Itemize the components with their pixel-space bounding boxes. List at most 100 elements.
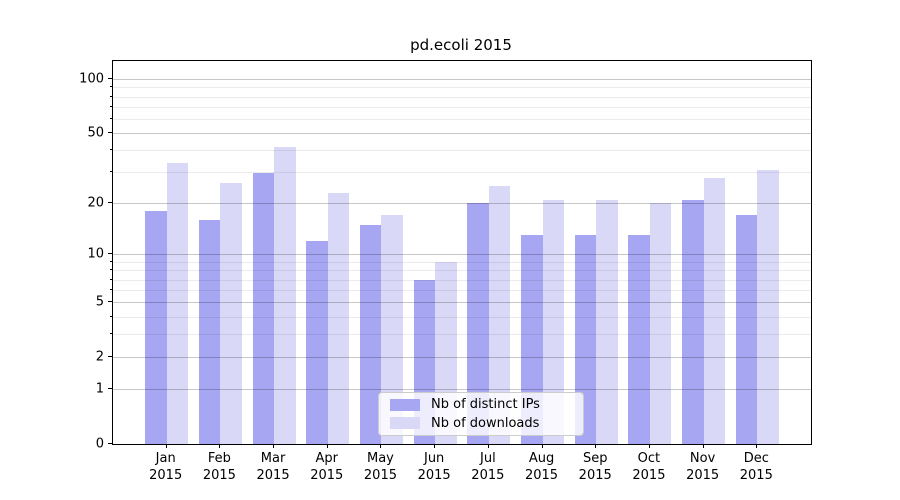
y-minor-tick-40: [110, 149, 112, 151]
x-tick-label-feb: Feb 2015: [202, 451, 236, 483]
gridline-minor-9: [113, 261, 811, 263]
x-tick-label-oct: Oct 2015: [632, 451, 666, 483]
y-minor-tick-9: [110, 260, 112, 262]
gridline-major-10: [113, 254, 811, 256]
gridline-major-2: [113, 357, 811, 359]
x-tick-jul: [487, 444, 489, 448]
x-tick-jun: [434, 444, 436, 448]
bar-downloads-jul: [488, 186, 511, 444]
y-tick-label-0: 0: [95, 436, 104, 451]
legend-item-distinct-ips: Nb of distinct IPs: [379, 397, 583, 412]
x-tick-label-nov: Nov 2015: [686, 451, 720, 483]
x-tick-label-mar: Mar 2015: [256, 451, 290, 483]
x-tick-mar: [273, 444, 275, 448]
x-tick-jan: [165, 444, 167, 448]
gridline-minor-30: [113, 172, 811, 174]
bar-distinct-ips-dec: [735, 215, 758, 444]
gridline-minor-6: [113, 290, 811, 292]
gridline-minor-60: [113, 118, 811, 120]
y-tick-label-50: 50: [87, 125, 104, 141]
gridline-minor-8: [113, 270, 811, 272]
gridline-minor-40: [113, 150, 811, 152]
y-tick-20: [108, 202, 112, 204]
bar-distinct-ips-mar: [252, 172, 275, 444]
y-tick-0: [108, 443, 112, 444]
bar-downloads-sep: [596, 199, 618, 444]
x-tick-label-jun: Jun 2015: [417, 451, 451, 483]
y-minor-tick-80: [110, 95, 112, 97]
legend: Nb of distinct IPs Nb of downloads: [378, 392, 584, 436]
bar-downloads-dec: [757, 170, 779, 444]
chart-title: pd.ecoli 2015: [410, 36, 512, 54]
y-minor-tick-6: [110, 289, 112, 291]
y-tick-5: [108, 301, 112, 303]
legend-swatch-distinct-ips: [390, 398, 420, 411]
x-tick-nov: [702, 444, 704, 448]
y-tick-1: [108, 388, 112, 390]
bar-downloads-may: [381, 215, 403, 444]
legend-swatch-downloads: [390, 417, 420, 430]
x-tick-oct: [648, 444, 650, 448]
y-tick-100: [108, 78, 112, 80]
bar-downloads-mar: [274, 146, 296, 444]
y-minor-tick-30: [110, 171, 112, 173]
x-tick-sep: [595, 444, 597, 448]
y-tick-label-10: 10: [87, 246, 104, 262]
x-tick-label-aug: Aug 2015: [524, 451, 559, 483]
legend-label-distinct-ips: Nb of distinct IPs: [431, 397, 540, 413]
y-minor-tick-90: [110, 86, 112, 88]
y-minor-tick-3: [110, 333, 112, 335]
x-tick-label-may: May 2015: [363, 451, 397, 483]
bar-distinct-ips-sep: [574, 235, 597, 444]
gridline-minor-7: [113, 279, 811, 281]
x-tick-feb: [219, 444, 221, 448]
y-minor-tick-7: [110, 278, 112, 280]
y-minor-tick-8: [110, 269, 112, 271]
x-tick-aug: [541, 444, 543, 448]
y-tick-label-100: 100: [79, 71, 104, 87]
y-tick-50: [108, 132, 112, 134]
y-tick-label-2: 2: [95, 349, 104, 365]
y-tick-label-5: 5: [95, 294, 104, 310]
bar-distinct-ips-jul: [467, 203, 489, 444]
x-tick-may: [380, 444, 382, 448]
bar-distinct-ips-jan: [145, 211, 167, 444]
gridline-major-100: [113, 79, 811, 81]
legend-item-downloads: Nb of downloads: [379, 416, 583, 431]
bar-distinct-ips-nov: [682, 199, 704, 444]
bar-downloads-oct: [649, 203, 672, 444]
gridline-minor-4: [113, 316, 811, 318]
gridline-major-50: [113, 133, 811, 135]
y-tick-label-1: 1: [95, 381, 104, 397]
x-tick-label-dec: Dec 2015: [739, 451, 773, 483]
bar-distinct-ips-may: [359, 224, 382, 444]
bar-downloads-feb: [220, 183, 242, 444]
gridline-minor-70: [113, 106, 811, 108]
bar-downloads-apr: [327, 192, 350, 444]
bar-downloads-jan: [166, 162, 189, 444]
bar-downloads-nov: [703, 177, 726, 444]
y-tick-10: [108, 253, 112, 255]
y-minor-tick-4: [110, 315, 112, 317]
y-tick-2: [108, 356, 112, 358]
x-tick-label-apr: Apr 2015: [310, 451, 344, 483]
bar-distinct-ips-aug: [521, 235, 543, 444]
gridline-minor-90: [113, 87, 811, 89]
bar-distinct-ips-apr: [306, 241, 328, 444]
gridline-minor-80: [113, 96, 811, 98]
y-tick-label-20: 20: [87, 195, 104, 211]
gridline-major-1: [113, 389, 811, 391]
plot-area: [112, 60, 812, 445]
x-tick-label-jan: Jan 2015: [149, 451, 183, 483]
x-tick-apr: [326, 444, 328, 448]
bar-distinct-ips-oct: [628, 235, 650, 444]
legend-label-downloads: Nb of downloads: [431, 415, 540, 431]
bar-downloads-aug: [542, 199, 565, 444]
x-tick-dec: [756, 444, 758, 448]
y-minor-tick-60: [110, 117, 112, 119]
x-tick-label-sep: Sep 2015: [578, 451, 612, 483]
y-minor-tick-70: [110, 105, 112, 107]
gridline-major-20: [113, 203, 811, 205]
gridline-major-5: [113, 302, 811, 304]
